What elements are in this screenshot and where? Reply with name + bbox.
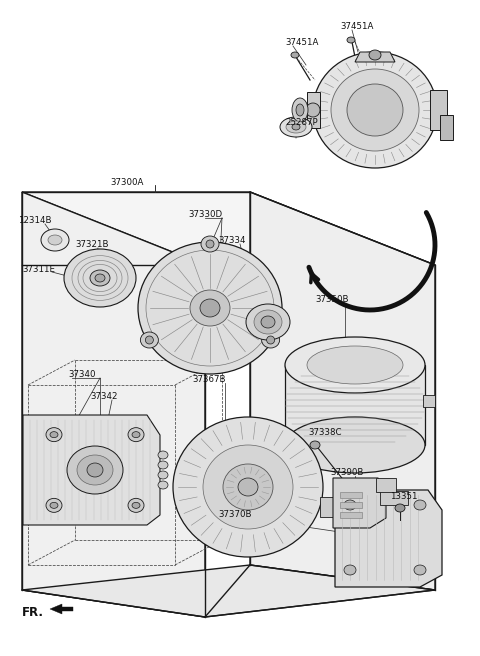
Ellipse shape	[173, 417, 323, 557]
Polygon shape	[335, 490, 442, 587]
Text: 37350B: 37350B	[315, 295, 348, 304]
Text: 37342: 37342	[90, 392, 118, 401]
Polygon shape	[333, 478, 386, 528]
Text: 37300A: 37300A	[110, 178, 144, 187]
Ellipse shape	[158, 481, 168, 489]
Ellipse shape	[48, 235, 62, 245]
Ellipse shape	[307, 346, 403, 384]
Polygon shape	[380, 491, 408, 505]
Text: 37451A: 37451A	[340, 22, 373, 31]
Ellipse shape	[414, 565, 426, 575]
Ellipse shape	[291, 52, 299, 58]
Text: 13351: 13351	[390, 492, 418, 501]
Text: 37340: 37340	[68, 370, 96, 379]
Ellipse shape	[262, 332, 280, 348]
Ellipse shape	[344, 500, 356, 510]
Ellipse shape	[313, 52, 437, 168]
Ellipse shape	[285, 337, 425, 393]
Text: 37390B: 37390B	[330, 468, 363, 477]
Text: 37330D: 37330D	[188, 210, 222, 219]
Ellipse shape	[67, 446, 123, 494]
Ellipse shape	[140, 332, 158, 348]
Ellipse shape	[285, 417, 425, 473]
Polygon shape	[22, 192, 435, 265]
Ellipse shape	[41, 229, 69, 251]
Ellipse shape	[50, 502, 58, 508]
Text: 37338C: 37338C	[308, 428, 341, 437]
Ellipse shape	[158, 451, 168, 459]
Ellipse shape	[280, 117, 312, 137]
Ellipse shape	[347, 37, 355, 43]
Text: FR.: FR.	[22, 606, 44, 619]
Ellipse shape	[344, 565, 356, 575]
Ellipse shape	[190, 290, 230, 326]
Text: 37334: 37334	[218, 236, 245, 245]
Ellipse shape	[369, 50, 381, 60]
Ellipse shape	[50, 432, 58, 438]
Ellipse shape	[206, 240, 214, 248]
Ellipse shape	[90, 270, 110, 286]
Ellipse shape	[254, 310, 282, 334]
Ellipse shape	[296, 104, 304, 116]
Ellipse shape	[414, 500, 426, 510]
Text: 37451A: 37451A	[285, 38, 318, 47]
Ellipse shape	[158, 461, 168, 469]
Ellipse shape	[238, 478, 258, 496]
Polygon shape	[423, 395, 435, 407]
Polygon shape	[376, 478, 396, 492]
Polygon shape	[50, 604, 73, 614]
Ellipse shape	[266, 336, 275, 344]
Polygon shape	[355, 52, 395, 62]
Text: 37321B: 37321B	[75, 240, 108, 249]
Ellipse shape	[201, 236, 219, 252]
Ellipse shape	[145, 336, 154, 344]
Ellipse shape	[87, 463, 103, 477]
Ellipse shape	[310, 441, 320, 449]
Ellipse shape	[331, 69, 419, 151]
Ellipse shape	[286, 121, 306, 133]
Ellipse shape	[132, 432, 140, 438]
Ellipse shape	[395, 504, 405, 512]
Text: 37311E: 37311E	[22, 265, 55, 274]
Ellipse shape	[46, 499, 62, 512]
Ellipse shape	[223, 464, 273, 510]
Ellipse shape	[158, 471, 168, 479]
Polygon shape	[307, 92, 320, 128]
Ellipse shape	[128, 499, 144, 512]
Ellipse shape	[261, 316, 275, 328]
Ellipse shape	[128, 428, 144, 441]
Ellipse shape	[77, 455, 113, 485]
Text: 37367B: 37367B	[192, 375, 226, 384]
Ellipse shape	[246, 304, 290, 340]
Polygon shape	[320, 497, 333, 517]
Ellipse shape	[46, 428, 62, 441]
Ellipse shape	[292, 124, 300, 130]
Ellipse shape	[95, 274, 105, 282]
Polygon shape	[430, 90, 447, 130]
Bar	[340, 492, 362, 498]
Ellipse shape	[138, 242, 282, 374]
Text: 37370B: 37370B	[218, 510, 252, 519]
Polygon shape	[23, 415, 160, 525]
Bar	[340, 512, 362, 518]
Polygon shape	[22, 192, 205, 617]
Text: 12314B: 12314B	[18, 216, 51, 225]
Polygon shape	[250, 192, 435, 590]
Ellipse shape	[292, 98, 308, 122]
Text: 25287P: 25287P	[285, 118, 318, 127]
Ellipse shape	[347, 84, 403, 136]
Bar	[340, 502, 362, 508]
Ellipse shape	[132, 502, 140, 508]
Ellipse shape	[203, 445, 293, 529]
Ellipse shape	[306, 103, 320, 117]
Ellipse shape	[200, 299, 220, 317]
Bar	[285, 365, 425, 445]
Polygon shape	[22, 565, 435, 617]
Polygon shape	[440, 115, 453, 140]
Ellipse shape	[64, 249, 136, 307]
